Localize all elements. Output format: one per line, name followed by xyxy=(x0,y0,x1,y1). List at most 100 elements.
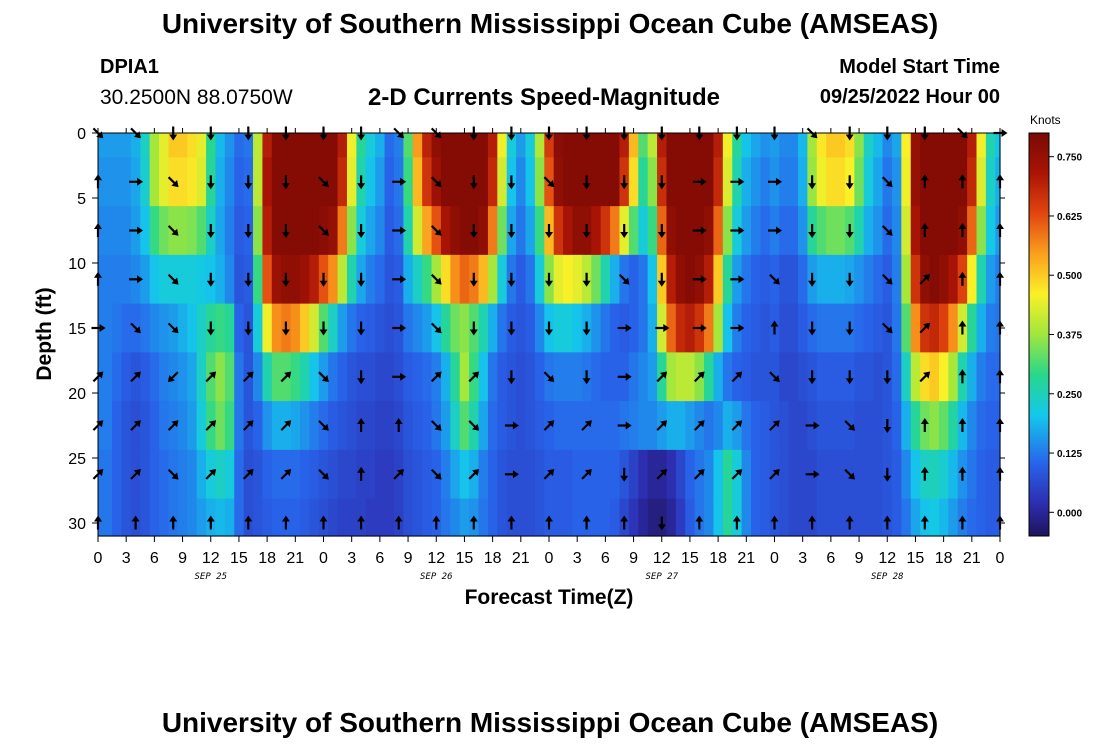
current-vector-arrow xyxy=(920,515,929,530)
x-tick-label: 0 xyxy=(545,550,554,567)
arrow-head xyxy=(400,275,407,284)
heatmap-cell xyxy=(196,498,207,537)
heatmap-cell xyxy=(591,401,602,451)
heatmap-cell xyxy=(384,206,395,256)
current-vector-arrow xyxy=(808,321,817,336)
heatmap-cell xyxy=(403,133,414,158)
heatmap-cell xyxy=(365,498,376,537)
arrow-head xyxy=(695,515,704,522)
heatmap-cell xyxy=(591,206,602,256)
arrow-head xyxy=(883,475,892,482)
heatmap-cell xyxy=(177,303,188,353)
heatmap-cell xyxy=(300,206,311,256)
heatmap-cell xyxy=(563,498,574,537)
heatmap-cell xyxy=(422,133,433,158)
current-vector-arrow xyxy=(808,272,817,287)
heatmap-cell xyxy=(891,157,902,207)
current-vector-arrow xyxy=(357,321,366,336)
arrow-head xyxy=(700,177,707,186)
current-vector-arrow xyxy=(881,225,893,236)
current-vector-arrow xyxy=(206,175,215,190)
heatmap-cell xyxy=(431,133,442,158)
heatmap-cell xyxy=(948,206,959,256)
heatmap-cell xyxy=(572,449,583,500)
arrow-head xyxy=(281,183,290,190)
current-vector-arrow xyxy=(468,371,480,383)
heatmap-cell xyxy=(234,498,245,537)
current-vector-arrow xyxy=(920,126,929,141)
heatmap-cell xyxy=(797,206,808,256)
arrow-head xyxy=(845,280,854,287)
x-tick-label: 3 xyxy=(347,550,356,567)
current-vector-arrow xyxy=(732,515,741,530)
heatmap-cell xyxy=(215,303,226,353)
arrow-head xyxy=(845,183,854,190)
heatmap-cell xyxy=(412,303,423,353)
heatmap-cell xyxy=(177,498,188,537)
arrow-head xyxy=(284,468,292,477)
heatmap-cell xyxy=(196,157,207,207)
heatmap-cell xyxy=(459,303,470,353)
arrow-head xyxy=(507,232,516,238)
x-tick-label: 0 xyxy=(94,550,103,567)
heatmap-cell xyxy=(591,254,602,305)
current-vector-arrow xyxy=(617,372,632,381)
heatmap-cell xyxy=(704,206,715,256)
current-vector-arrow xyxy=(881,322,893,334)
arrow-head xyxy=(958,271,967,278)
heatmap-cell xyxy=(346,352,357,402)
heatmap-cell xyxy=(816,352,827,402)
arrow-head xyxy=(620,183,629,190)
heatmap-cell xyxy=(751,401,762,451)
arrow-head xyxy=(396,468,405,477)
heatmap-cell xyxy=(826,303,837,353)
y-axis: 0 5 10 15 20 25 30 xyxy=(68,126,1005,533)
heatmap-cell xyxy=(572,133,583,158)
heatmap-cell xyxy=(591,303,602,353)
x-tick-label: 21 xyxy=(963,550,981,567)
arrow-head xyxy=(657,280,666,287)
current-vector-arrow xyxy=(244,224,253,238)
arrow-head xyxy=(244,280,253,287)
heatmap-cell xyxy=(478,157,489,207)
arrow-head xyxy=(434,326,442,334)
heatmap-cell xyxy=(215,157,226,207)
heatmap-cell xyxy=(112,401,123,451)
heatmap-cell xyxy=(901,352,912,402)
heatmap-cell xyxy=(290,133,301,158)
heatmap-cell xyxy=(967,401,978,451)
arrow-head xyxy=(657,524,666,531)
heatmap-cell xyxy=(628,498,639,537)
heatmap-cell xyxy=(497,206,508,256)
heatmap-cell xyxy=(234,449,245,500)
footer-title: University of Southern Mississippi Ocean… xyxy=(161,707,939,738)
heatmap-cell xyxy=(873,157,884,207)
heatmap-cell xyxy=(788,206,799,256)
heatmap-cell xyxy=(112,133,123,158)
model-start-value: 09/25/2022 Hour 00 xyxy=(819,86,1000,108)
heatmap-cell xyxy=(459,352,470,402)
heatmap-cell xyxy=(685,157,696,207)
heatmap-cell xyxy=(553,206,564,256)
heatmap-cell xyxy=(102,254,113,305)
arrow-head xyxy=(137,275,144,284)
heatmap-cell xyxy=(610,498,621,537)
arrow-head xyxy=(772,277,780,285)
heatmap-cell xyxy=(563,254,574,305)
arrow-head xyxy=(582,280,591,287)
heatmap-cell xyxy=(234,133,245,158)
arrow-head xyxy=(808,515,817,522)
heatmap-cell xyxy=(713,206,724,256)
heatmap-cell xyxy=(638,352,649,402)
heatmap-cell xyxy=(375,133,386,158)
current-vector-arrow xyxy=(958,515,967,530)
arrow-head xyxy=(920,466,929,473)
heatmap-cell xyxy=(760,401,771,451)
heatmap-cell xyxy=(271,352,282,402)
current-vector-arrow xyxy=(392,372,407,381)
arrow-head xyxy=(400,324,407,332)
heatmap-cell xyxy=(187,449,198,500)
heatmap-cell xyxy=(760,157,771,207)
heatmap-cell xyxy=(262,157,273,207)
heatmap-cell xyxy=(657,133,668,158)
